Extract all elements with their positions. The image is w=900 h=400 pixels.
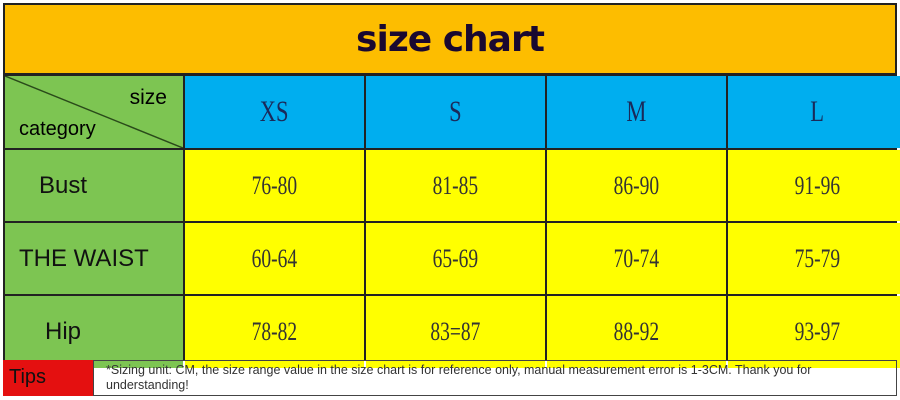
size-header-s: S bbox=[366, 76, 545, 148]
size-header-l: L bbox=[728, 76, 900, 148]
value-cell: 70-74 bbox=[547, 223, 726, 294]
value-cell: 83=87 bbox=[366, 296, 545, 368]
row-label-bust: Bust bbox=[5, 150, 183, 221]
size-header-m: M bbox=[547, 76, 726, 148]
diagonal-divider bbox=[5, 76, 183, 148]
page-title: size chart bbox=[3, 3, 897, 75]
size-header-xs: XS bbox=[185, 76, 364, 148]
corner-size-label: size bbox=[129, 86, 167, 109]
tips-text: *Sizing unit: CM, the size range value i… bbox=[93, 360, 897, 396]
value-cell: 88-92 bbox=[547, 296, 726, 368]
value-cell: 86-90 bbox=[547, 150, 726, 221]
size-table: size category XS S M L Bust 76-80 81-85 … bbox=[3, 74, 900, 368]
row-label-hip: Hip bbox=[5, 296, 183, 368]
value-cell: 93-97 bbox=[728, 296, 900, 368]
value-cell: 75-79 bbox=[728, 223, 900, 294]
value-cell: 81-85 bbox=[366, 150, 545, 221]
tips-label: Tips bbox=[3, 360, 93, 396]
corner-header-cell: size category bbox=[5, 76, 183, 148]
value-cell: 65-69 bbox=[366, 223, 545, 294]
value-cell: 76-80 bbox=[185, 150, 364, 221]
value-cell: 78-82 bbox=[185, 296, 364, 368]
row-label-waist: THE WAIST bbox=[5, 223, 183, 294]
value-cell: 91-96 bbox=[728, 150, 900, 221]
corner-category-label: category bbox=[19, 118, 96, 140]
value-cell: 60-64 bbox=[185, 223, 364, 294]
